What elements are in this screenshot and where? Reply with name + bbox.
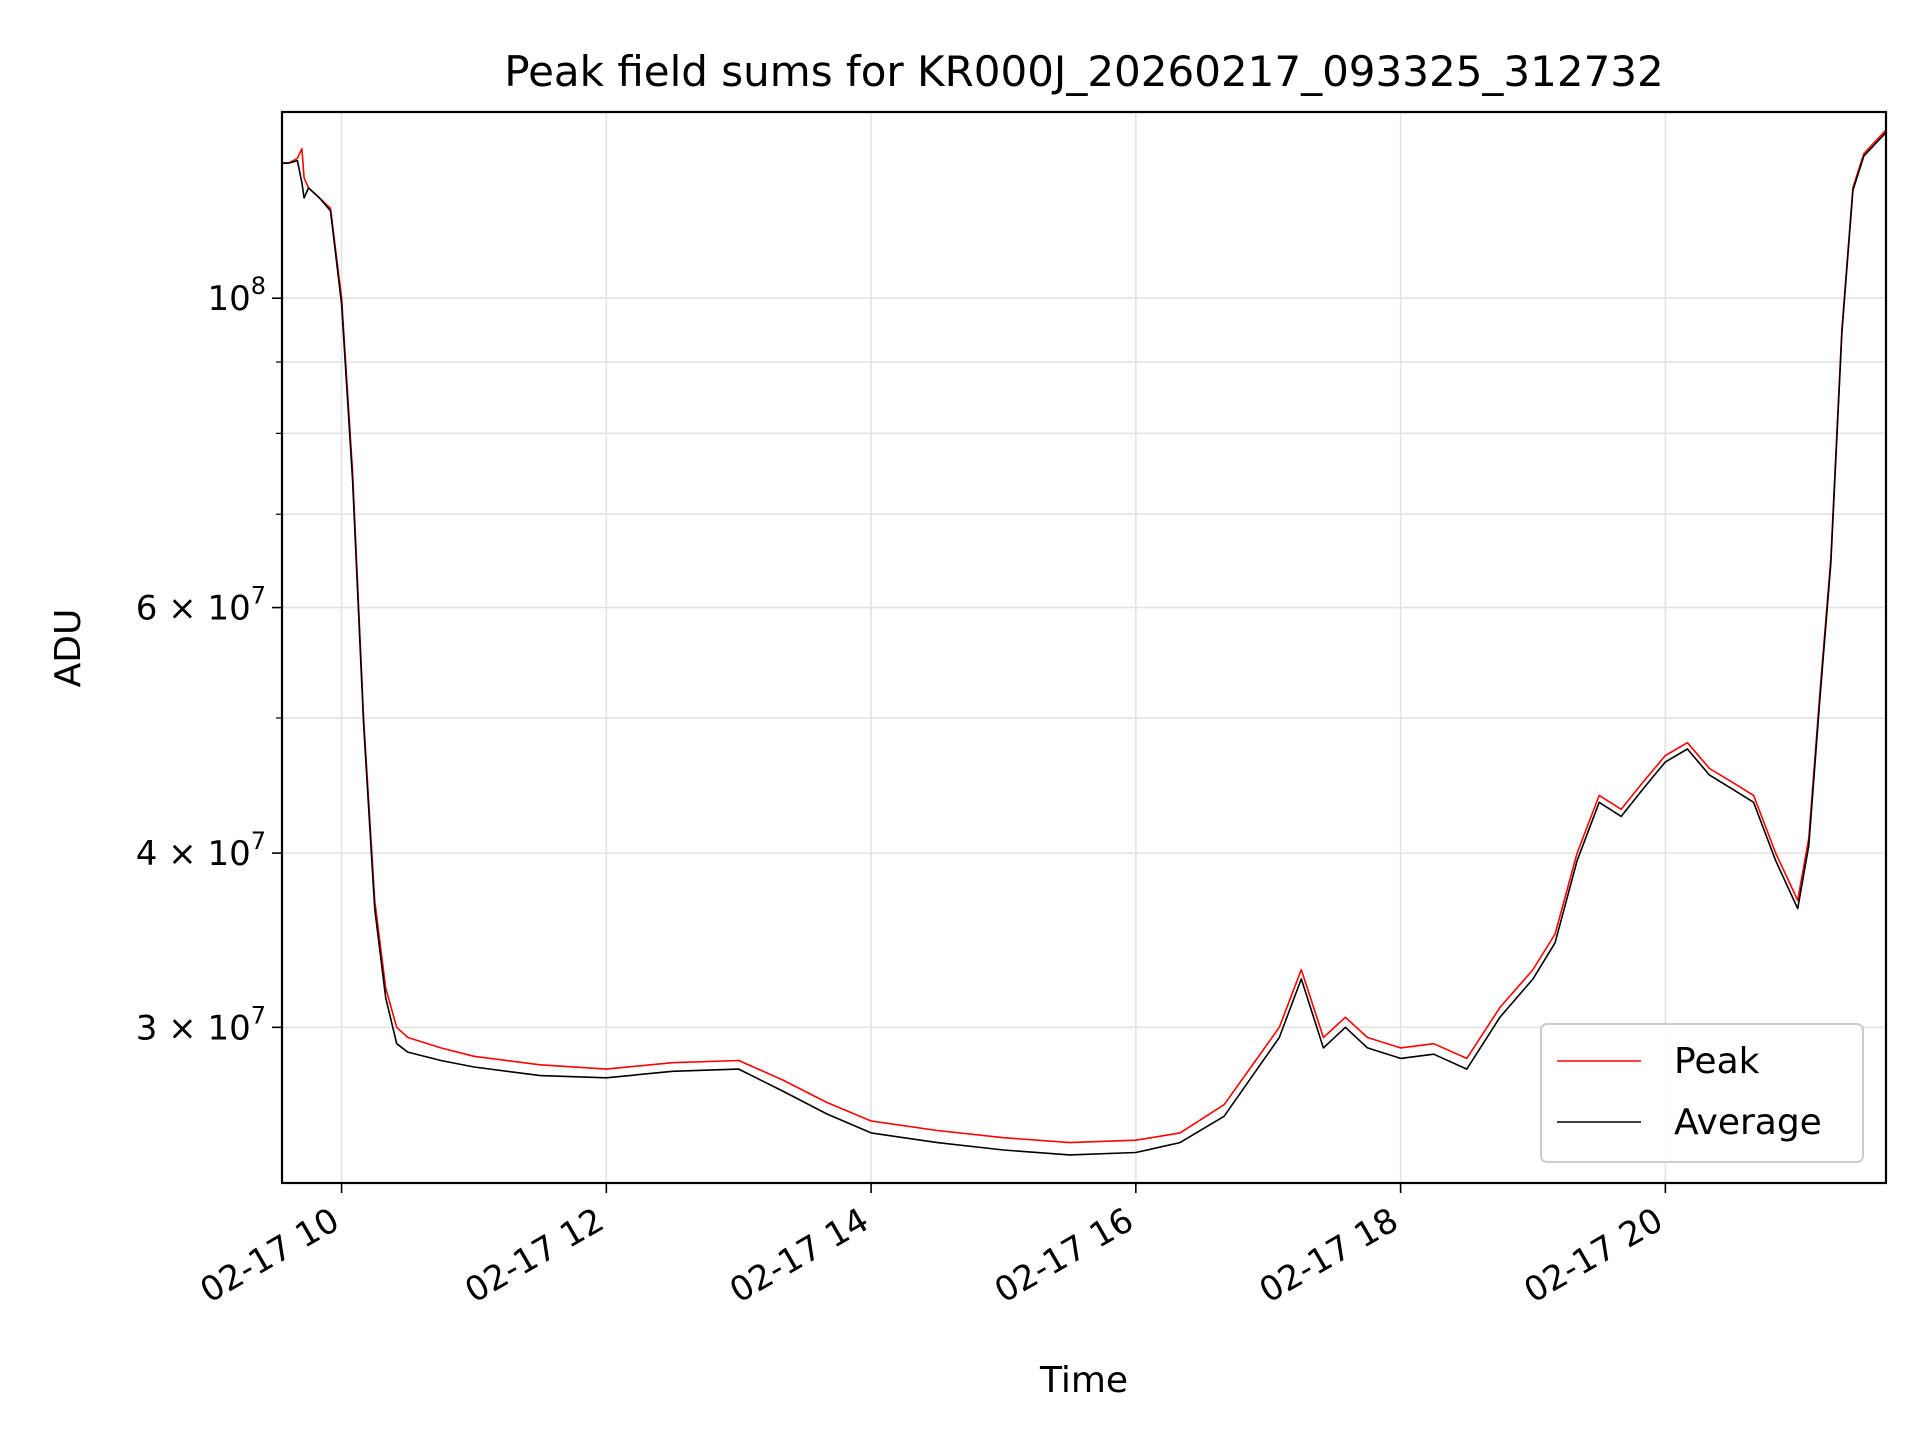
y-tick-label: 6 × 107 (136, 582, 266, 629)
y-tick-label: 3 × 107 (136, 1001, 266, 1048)
y-axis-label: ADU (48, 609, 89, 688)
legend-label-average: Average (1674, 1102, 1822, 1143)
y-tick-label: 108 (207, 272, 266, 319)
legend-box (1540, 1023, 1864, 1163)
y-axis: 3 × 107 4 × 107 6 × 107 108 (136, 272, 282, 1048)
x-axis-label: Time (1039, 1360, 1128, 1401)
legend: Peak Average (1540, 1023, 1864, 1163)
legend-label-peak: Peak (1674, 1041, 1760, 1082)
grid (282, 112, 1886, 1183)
y-tick-label: 4 × 107 (136, 827, 266, 874)
series-layer (282, 129, 1887, 1156)
plot-frame (280, 110, 1888, 1185)
series-line-average (282, 131, 1887, 1156)
chart-title: Peak field sums for KR000J_20260217_0933… (504, 47, 1664, 96)
